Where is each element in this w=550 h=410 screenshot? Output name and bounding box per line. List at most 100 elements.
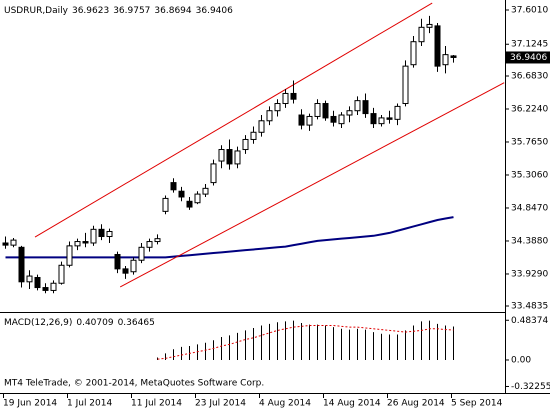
candle-body [314,103,321,117]
candle-body [42,287,49,291]
candle [338,112,345,128]
candle-body [346,110,353,116]
candle-body [34,276,41,289]
candle-body [50,282,57,291]
candle [306,113,313,131]
candle [90,225,97,246]
y-tick-label: 33.9290 [511,269,548,279]
x-tick-label: 11 Jul 2014 [131,399,182,409]
candle [74,238,81,251]
main-plot [2,2,505,294]
candle [322,100,329,121]
candle-body [362,100,369,115]
macd-header: MACD(12,26,9) 0.40709 0.36465 [4,318,155,328]
candle [378,115,385,127]
candle-body [178,190,185,198]
y-tick-label: -0.32255 [511,382,550,392]
candle-body [90,228,97,244]
candle [234,146,241,169]
candle-body [282,92,289,105]
candle [354,96,361,116]
x-tick-label: 1 Jul 2014 [67,399,112,409]
macd-title: MACD(12,26,9) [4,318,72,328]
candle [402,60,409,107]
candle [202,184,209,197]
candle [50,280,57,294]
candle-body [122,268,129,274]
trend-line [119,82,505,288]
candle [66,241,73,268]
candle [130,257,137,275]
candle [410,35,417,68]
candle [2,236,9,249]
candle-body [378,117,385,125]
candle-body [226,149,233,165]
candle-body [242,138,249,151]
candle-body [250,131,257,140]
candle [194,191,201,205]
candle [186,196,193,210]
candle [450,54,457,63]
candle-body [338,114,345,125]
candle-body [370,113,377,125]
candle-body [10,239,17,246]
candle-body [82,241,89,244]
candle-body [66,245,73,266]
y-tick-label: 37.1245 [511,40,548,50]
y-tick-label: 35.7650 [511,137,548,147]
symbol: USDRUR,Daily [4,6,69,16]
candle-body [218,149,225,162]
candle-body [442,54,449,66]
candle [114,251,121,274]
candle [282,89,289,108]
candle [370,107,377,128]
candle-body [98,228,105,238]
candle-body [394,105,401,120]
candle [178,186,185,202]
candle [122,265,129,279]
candle [250,126,257,144]
candle-body [18,246,25,283]
candle [146,238,153,252]
candle-body [146,241,153,248]
candle-body [266,110,273,122]
candle [258,115,265,137]
candle-body [194,193,201,204]
candle [330,110,337,127]
candle [154,234,161,245]
y-tick-label: 37.6010 [511,5,548,15]
x-tick-label: 23 Jul 2014 [195,399,246,409]
candle [362,93,369,118]
candle [434,23,441,72]
candle [26,270,33,289]
y-tick-label: 0.48374 [511,316,548,326]
candle-body [274,103,281,112]
y-tick-label: 35.3060 [511,170,548,180]
candle-body [234,150,241,165]
x-tick-label: 26 Aug 2014 [387,399,445,409]
candle-body [2,242,9,246]
candle [394,103,401,126]
candle-body [138,246,145,261]
candle-body [258,120,265,133]
x-tick-label: 14 Aug 2014 [323,399,381,409]
open-value: 36.9623 [72,6,109,16]
y-tick-label: 36.2240 [511,104,548,114]
candle-body [298,114,305,126]
candle [266,106,273,126]
candle-body [402,65,409,105]
candle-body [114,253,121,270]
candle-body [74,241,81,247]
candle-body [386,117,393,120]
trend-line [34,2,433,238]
y-tick-label: 36.6830 [511,71,548,81]
candle [218,145,225,169]
y-tick-label: 33.4835 [511,301,548,311]
candle-body [186,200,193,208]
candle-body [170,182,177,191]
candle [34,274,41,291]
candle [314,99,321,120]
candle-body [290,92,297,100]
